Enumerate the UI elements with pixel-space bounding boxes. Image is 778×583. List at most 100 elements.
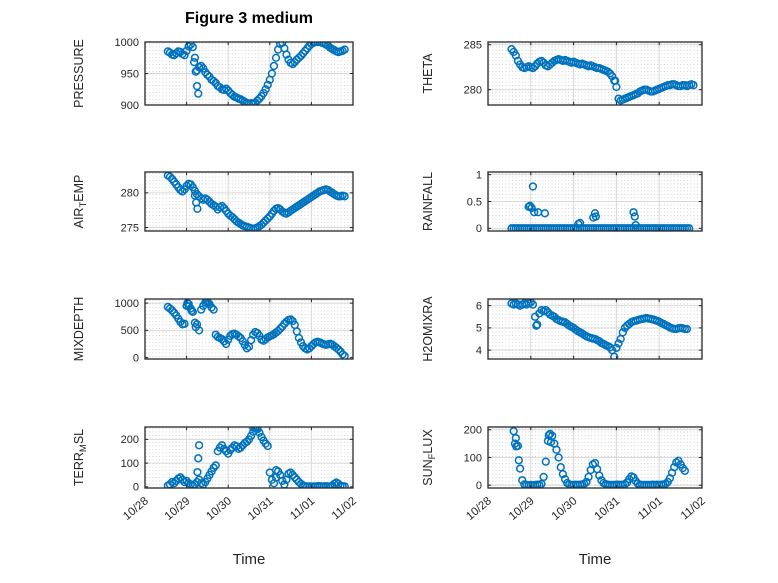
figure-title: Figure 3 medium [184,10,314,27]
data-point [685,224,694,231]
minor-grid [145,172,353,231]
data-point [286,315,295,324]
y-tick-label: 200 [121,434,139,446]
data-point [191,67,200,76]
data-point [193,204,202,213]
data-point [631,220,640,230]
data-point [618,328,627,337]
axes-box [487,298,703,360]
data-point [305,344,314,353]
data-point [242,344,252,353]
data-point [338,350,347,359]
x-tick-label: 10/28 [121,495,151,523]
data-point [261,439,270,448]
data-point [603,67,612,76]
y-tick-label: 0 [476,480,482,492]
data-point [189,58,199,67]
y-tick-label: 4 [476,345,482,357]
y-tick-label: 0.5 [467,196,482,208]
data-point [228,90,237,100]
data-point [236,443,245,452]
y-tick-label: 100 [464,452,482,464]
data-point [273,326,283,336]
data-point [180,51,189,60]
data-point [255,428,264,437]
data-point [672,458,681,467]
series-h2omixra [507,299,692,359]
y-axis-label: MIXDEPTH [72,297,86,362]
data-point [253,96,262,105]
data-point [194,454,203,463]
y-tick-label: 5 [476,323,482,335]
data-point [261,85,270,94]
data-point [190,318,200,327]
data-point [209,305,218,314]
x-tick-label: 11/01 [288,495,317,522]
data-point [217,201,227,211]
data-point [682,324,692,334]
data-point [221,339,231,349]
data-point [188,42,197,52]
y-tick-label: 1000 [115,37,139,49]
data-point [558,469,568,479]
data-point [546,438,556,447]
subplot-sun-flux: 0 100 200 SUNFLUX 10/28 10/29 10/30 10/31 11/01 1… [421,425,708,523]
data-point [294,333,304,343]
data-point [336,481,345,488]
data-point [226,445,235,455]
data-point [552,445,561,454]
y-tick-label: 1000 [115,298,139,310]
y-tick-label: 0 [133,482,139,494]
data-point [209,76,218,86]
data-point [169,479,179,488]
data-point [192,81,202,91]
y-axis-label: AIRTEMP [72,175,89,229]
data-point [575,218,585,228]
x-tick-label: 10/28 [464,495,494,523]
data-point [259,218,268,227]
y-tick-label: 285 [464,40,482,52]
data-point [167,306,177,315]
y-tick-label: 280 [121,188,139,200]
data-point [554,453,563,462]
data-point [528,300,538,309]
data-point [518,476,527,485]
series-mixdepth [163,299,349,359]
x-tick-label: 10/30 [550,495,580,523]
data-point [176,473,185,482]
y-tick-label: 280 [464,85,482,97]
data-point [203,70,212,79]
data-point [340,351,349,359]
data-point [680,466,690,475]
series-sun-flux [509,427,690,488]
series-air-temp [163,172,349,231]
minor-grid [488,42,702,105]
x-axis-label-left: Time [232,551,266,568]
axes-box [144,298,354,360]
data-point [194,441,204,450]
y-axis-label: RAINFALL [421,172,435,231]
data-point [533,480,542,488]
data-point [221,447,231,456]
data-point [612,343,621,353]
data-point [614,339,623,348]
data-point [202,299,211,306]
x-axis-label-right: Time [578,551,612,568]
data-point [276,324,285,333]
data-point [532,321,541,330]
data-point [269,61,279,71]
x-tick-label: 10/30 [204,495,234,523]
data-point [263,80,272,89]
data-point [591,212,601,221]
data-point [234,332,243,341]
y-tick-label: 900 [121,100,139,112]
data-point [629,208,638,217]
data-point [526,299,535,307]
data-point [182,46,191,55]
data-point [178,187,187,196]
x-tick-label: 11/02 [679,495,708,522]
data-point [263,441,272,451]
data-point [184,42,193,51]
data-point [246,431,256,440]
